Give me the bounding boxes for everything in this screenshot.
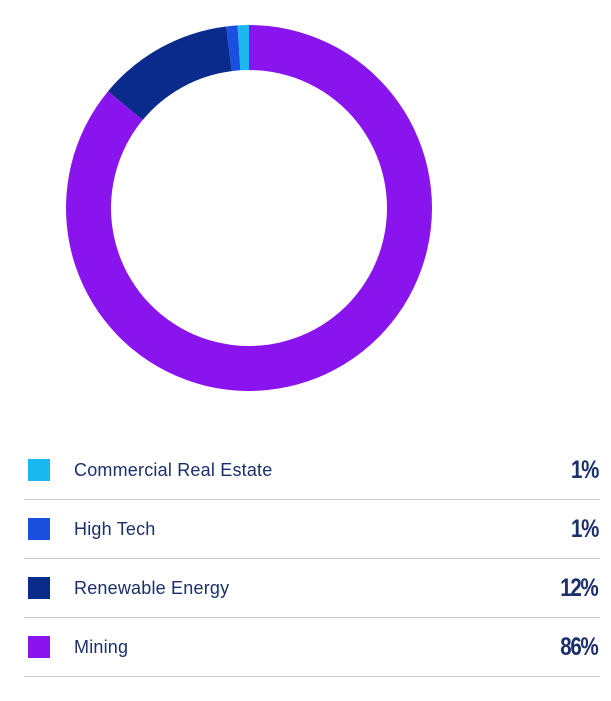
legend-swatch xyxy=(28,518,50,540)
legend-swatch xyxy=(28,636,50,658)
legend-value: 12% xyxy=(560,573,600,602)
legend-value: 86% xyxy=(560,632,600,661)
legend-value: 1% xyxy=(570,455,599,484)
donut-chart xyxy=(66,25,432,391)
legend-label: Renewable Energy xyxy=(74,577,230,598)
slice-renewable-energy[interactable] xyxy=(107,26,232,121)
legend-item[interactable]: Commercial Real Estate 1% xyxy=(24,441,600,500)
legend-swatch xyxy=(28,577,50,599)
slice-commercial-real-estate[interactable] xyxy=(237,25,249,71)
legend-item[interactable]: High Tech 1% xyxy=(24,500,600,559)
legend-item[interactable]: Renewable Energy 12% xyxy=(24,559,600,618)
legend-value: 1% xyxy=(570,514,599,543)
legend-swatch xyxy=(28,459,50,481)
legend-label: Mining xyxy=(74,636,129,657)
legend-item[interactable]: Mining 86% xyxy=(24,618,600,677)
slice-high-tech[interactable] xyxy=(226,25,241,72)
legend-label: Commercial Real Estate xyxy=(74,459,273,480)
legend-label: High Tech xyxy=(74,518,156,539)
legend: Commercial Real Estate 1% High Tech 1% Renew… xyxy=(24,441,600,677)
